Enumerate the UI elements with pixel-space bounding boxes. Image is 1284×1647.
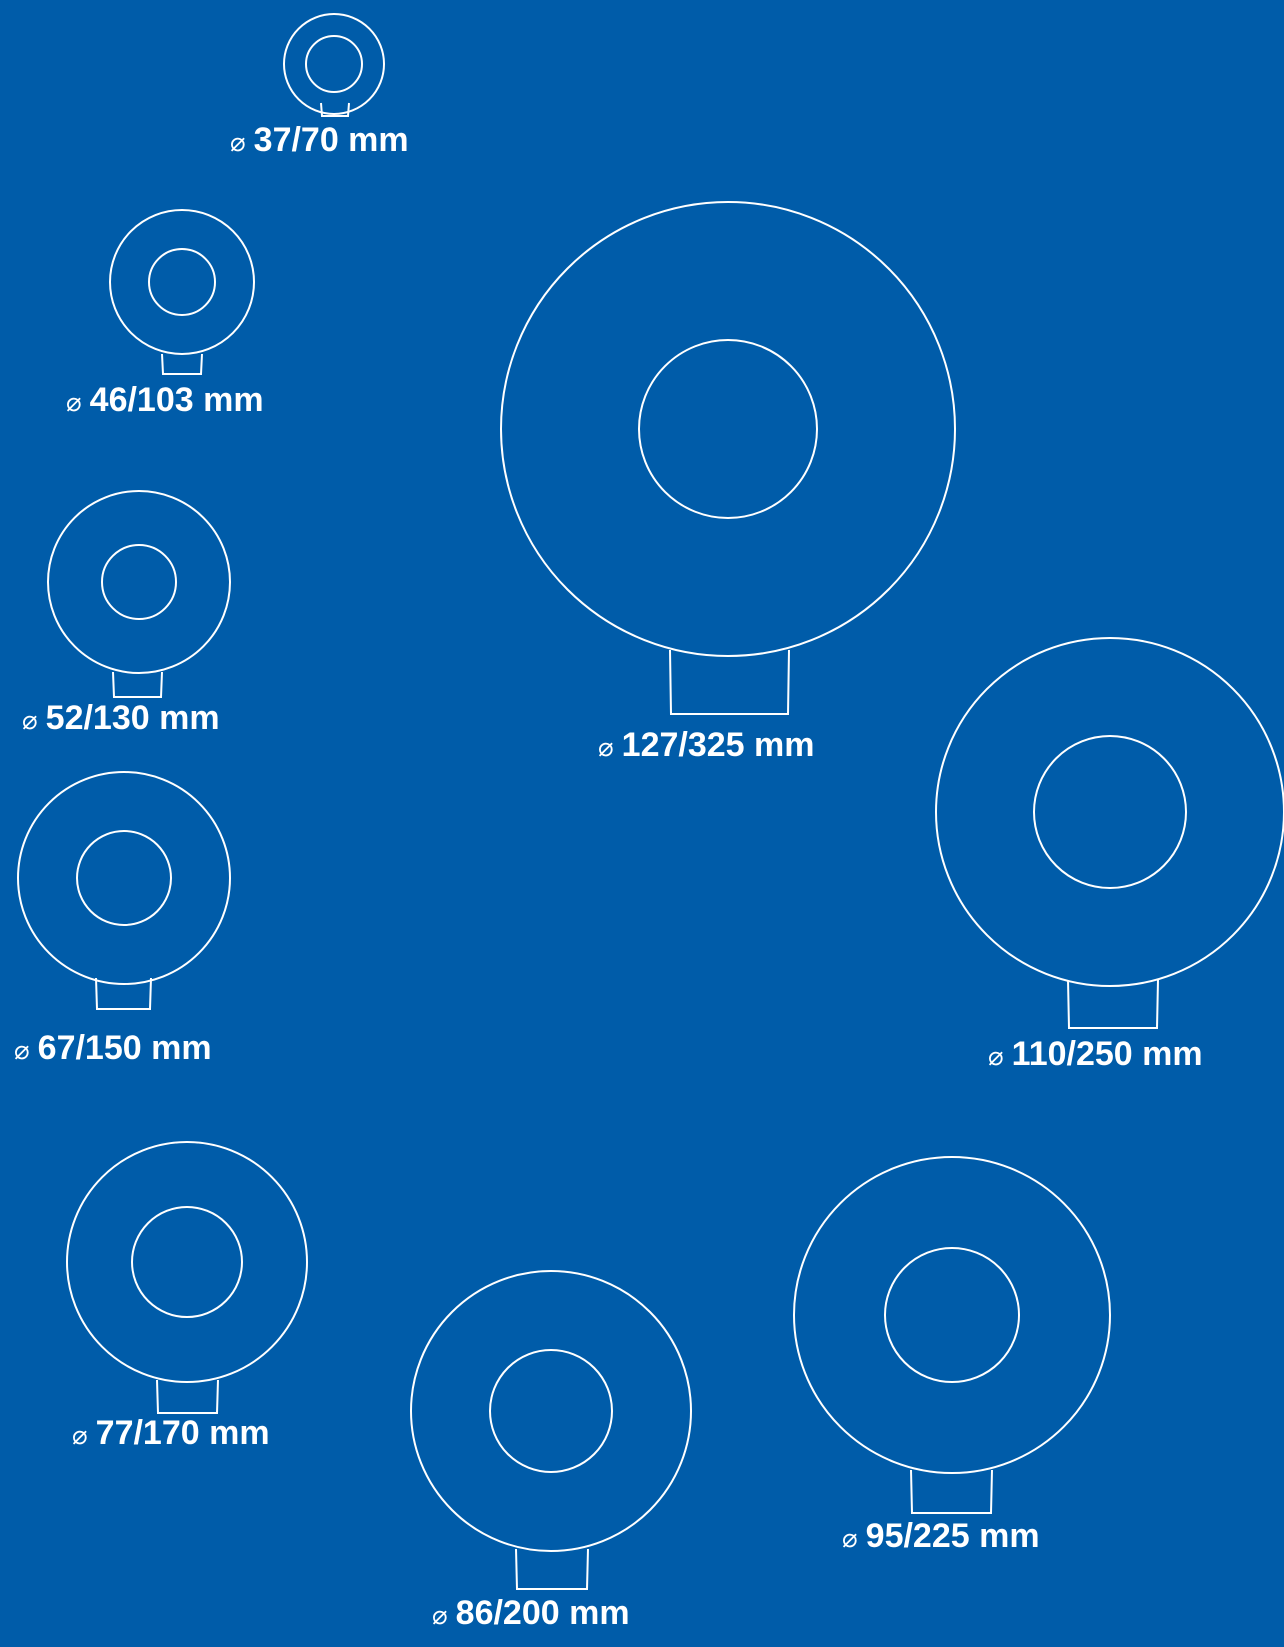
size-label-67-150: ⌀ 67/150 mm xyxy=(14,1031,212,1065)
fitting-52-130 xyxy=(47,490,231,698)
fitting-neck-37-70 xyxy=(320,102,350,117)
diameter-symbol-icon: ⌀ xyxy=(988,1042,1004,1072)
size-label-text: 86/200 mm xyxy=(455,1594,630,1632)
diameter-symbol-icon: ⌀ xyxy=(230,128,246,158)
fitting-46-103 xyxy=(109,209,255,375)
diameter-symbol-icon: ⌀ xyxy=(14,1036,30,1066)
diameter-symbol-icon: ⌀ xyxy=(22,706,38,736)
inner-ring-127-325 xyxy=(638,339,818,519)
inner-ring-37-70 xyxy=(305,35,363,93)
diameter-symbol-icon: ⌀ xyxy=(66,388,82,418)
outer-ring-110-250 xyxy=(935,637,1284,987)
diameter-symbol-icon: ⌀ xyxy=(842,1524,858,1554)
inner-ring-77-170 xyxy=(131,1206,243,1318)
size-label-95-225: ⌀ 95/225 mm xyxy=(842,1519,1040,1553)
outer-ring-95-225 xyxy=(793,1156,1111,1474)
fitting-neck-52-130 xyxy=(112,671,163,698)
outer-ring-46-103 xyxy=(109,209,255,355)
size-label-text: 52/130 mm xyxy=(45,699,220,737)
fitting-77-170 xyxy=(66,1141,308,1414)
fitting-neck-86-200 xyxy=(515,1548,589,1590)
size-label-127-325: ⌀ 127/325 mm xyxy=(598,728,814,762)
size-label-text: 67/150 mm xyxy=(37,1029,212,1067)
fitting-127-325 xyxy=(500,201,956,715)
size-label-text: 95/225 mm xyxy=(865,1517,1040,1555)
fitting-95-225 xyxy=(793,1156,1111,1514)
outer-ring-37-70 xyxy=(283,13,385,115)
fitting-67-150 xyxy=(17,771,231,1010)
size-label-86-200: ⌀ 86/200 mm xyxy=(432,1596,630,1630)
inner-ring-52-130 xyxy=(101,544,177,620)
outer-ring-127-325 xyxy=(500,201,956,657)
inner-ring-86-200 xyxy=(489,1349,613,1473)
inner-ring-67-150 xyxy=(76,830,172,926)
outer-ring-67-150 xyxy=(17,771,231,985)
fitting-86-200 xyxy=(410,1270,692,1590)
fitting-neck-67-150 xyxy=(95,977,152,1010)
fitting-neck-95-225 xyxy=(910,1469,993,1514)
inner-ring-110-250 xyxy=(1033,735,1187,889)
inner-ring-46-103 xyxy=(148,248,216,316)
diameter-symbol-icon: ⌀ xyxy=(72,1421,88,1451)
fitting-neck-110-250 xyxy=(1067,979,1159,1029)
size-label-37-70: ⌀ 37/70 mm xyxy=(230,123,409,157)
size-label-46-103: ⌀ 46/103 mm xyxy=(66,383,264,417)
size-label-text: 127/325 mm xyxy=(621,726,815,764)
size-label-77-170: ⌀ 77/170 mm xyxy=(72,1416,270,1450)
outer-ring-77-170 xyxy=(66,1141,308,1383)
diameter-symbol-icon: ⌀ xyxy=(598,733,614,763)
fitting-110-250 xyxy=(935,637,1284,1029)
size-label-110-250: ⌀ 110/250 mm xyxy=(988,1037,1203,1071)
outer-ring-52-130 xyxy=(47,490,231,674)
inner-ring-95-225 xyxy=(884,1247,1020,1383)
fitting-neck-77-170 xyxy=(156,1379,219,1414)
fitting-neck-127-325 xyxy=(669,649,790,715)
size-label-text: 46/103 mm xyxy=(89,381,264,419)
size-label-text: 77/170 mm xyxy=(95,1414,270,1452)
fitting-37-70 xyxy=(283,13,385,117)
fitting-neck-46-103 xyxy=(161,353,203,375)
size-label-text: 37/70 mm xyxy=(253,121,409,159)
size-label-52-130: ⌀ 52/130 mm xyxy=(22,701,220,735)
outer-ring-86-200 xyxy=(410,1270,692,1552)
size-label-text: 110/250 mm xyxy=(1011,1035,1203,1073)
diameter-symbol-icon: ⌀ xyxy=(432,1601,448,1631)
